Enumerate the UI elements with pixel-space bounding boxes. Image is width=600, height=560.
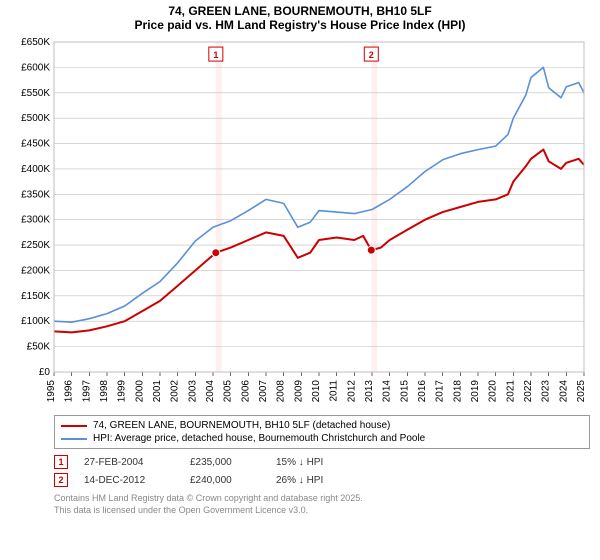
svg-text:£0: £0 xyxy=(39,367,51,378)
svg-text:£100K: £100K xyxy=(21,316,50,327)
svg-text:2006: 2006 xyxy=(240,380,251,403)
sale-marker-1 xyxy=(212,249,220,257)
legend-item: HPI: Average price, detached house, Bour… xyxy=(61,432,583,445)
legend-swatch xyxy=(61,438,87,440)
svg-text:£650K: £650K xyxy=(21,37,50,48)
title-line-1: 74, GREEN LANE, BOURNEMOUTH, BH10 5LF xyxy=(0,4,600,18)
svg-text:£350K: £350K xyxy=(21,189,50,200)
chart-title-block: 74, GREEN LANE, BOURNEMOUTH, BH10 5LF Pr… xyxy=(0,0,600,34)
svg-text:£550K: £550K xyxy=(21,88,50,99)
svg-text:£450K: £450K xyxy=(21,139,50,150)
legend-item: 74, GREEN LANE, BOURNEMOUTH, BH10 5LF (d… xyxy=(61,419,583,432)
svg-text:2: 2 xyxy=(369,50,374,60)
svg-text:£150K: £150K xyxy=(21,291,50,302)
svg-text:1998: 1998 xyxy=(99,380,110,403)
annotation-row: 2 14-DEC-2012 £240,000 26% ↓ HPI xyxy=(54,471,590,489)
legend-swatch xyxy=(61,425,87,427)
annotation-row: 1 27-FEB-2004 £235,000 15% ↓ HPI xyxy=(54,453,590,471)
svg-text:£200K: £200K xyxy=(21,265,50,276)
annotation-price: £235,000 xyxy=(190,457,260,468)
svg-text:2015: 2015 xyxy=(399,380,410,403)
svg-text:2018: 2018 xyxy=(452,380,463,403)
annotation-diff: 15% ↓ HPI xyxy=(276,457,356,468)
svg-text:2024: 2024 xyxy=(558,380,569,403)
svg-text:1: 1 xyxy=(213,50,218,60)
svg-text:2023: 2023 xyxy=(541,380,552,403)
svg-text:2012: 2012 xyxy=(346,380,357,403)
legend: 74, GREEN LANE, BOURNEMOUTH, BH10 5LF (d… xyxy=(54,415,590,449)
svg-text:2016: 2016 xyxy=(417,380,428,403)
svg-text:2002: 2002 xyxy=(170,380,181,403)
chart-container: £0 £50K £100K £150K £200K £250K £300K £350K £400… xyxy=(8,36,592,411)
svg-text:2000: 2000 xyxy=(134,380,145,403)
svg-text:2011: 2011 xyxy=(329,380,340,402)
sale-marker-2 xyxy=(367,246,375,254)
svg-text:1995: 1995 xyxy=(46,380,57,403)
svg-text:£50K: £50K xyxy=(27,342,51,353)
svg-text:£300K: £300K xyxy=(21,215,50,226)
svg-text:2010: 2010 xyxy=(311,380,322,403)
title-line-2: Price paid vs. HM Land Registry's House … xyxy=(0,18,600,32)
svg-text:2003: 2003 xyxy=(187,380,198,403)
svg-text:1997: 1997 xyxy=(81,380,92,403)
annotation-diff: 26% ↓ HPI xyxy=(276,475,356,486)
annotation-number: 1 xyxy=(54,455,68,469)
svg-text:£400K: £400K xyxy=(21,164,50,175)
annotation-date: 27-FEB-2004 xyxy=(84,457,174,468)
svg-text:1999: 1999 xyxy=(117,380,128,403)
annotation-number: 2 xyxy=(54,473,68,487)
attribution-text: Contains HM Land Registry data © Crown c… xyxy=(54,493,590,516)
svg-text:2005: 2005 xyxy=(223,380,234,403)
line-chart: £0 £50K £100K £150K £200K £250K £300K £350K £400… xyxy=(8,36,592,406)
svg-text:2021: 2021 xyxy=(505,380,516,403)
svg-text:2025: 2025 xyxy=(576,380,587,403)
svg-text:£250K: £250K xyxy=(21,240,50,251)
svg-text:2020: 2020 xyxy=(488,380,499,403)
svg-text:2004: 2004 xyxy=(205,380,216,403)
svg-text:£500K: £500K xyxy=(21,113,50,124)
svg-text:2007: 2007 xyxy=(258,380,269,403)
svg-text:2009: 2009 xyxy=(293,380,304,403)
annotation-date: 14-DEC-2012 xyxy=(84,475,174,486)
svg-text:£600K: £600K xyxy=(21,62,50,73)
svg-text:2014: 2014 xyxy=(382,380,393,403)
svg-text:2019: 2019 xyxy=(470,380,481,403)
legend-label: HPI: Average price, detached house, Bour… xyxy=(93,433,425,444)
annotation-table: 1 27-FEB-2004 £235,000 15% ↓ HPI 2 14-DEC-201… xyxy=(54,453,590,489)
attribution-line-2: This data is licensed under the Open Gov… xyxy=(54,505,590,517)
legend-label: 74, GREEN LANE, BOURNEMOUTH, BH10 5LF (d… xyxy=(93,420,390,431)
svg-text:2008: 2008 xyxy=(276,380,287,403)
svg-text:2017: 2017 xyxy=(435,380,446,403)
svg-text:2001: 2001 xyxy=(152,380,163,403)
annotation-price: £240,000 xyxy=(190,475,260,486)
svg-text:1996: 1996 xyxy=(64,380,75,403)
attribution-line-1: Contains HM Land Registry data © Crown c… xyxy=(54,493,590,505)
svg-text:2022: 2022 xyxy=(523,380,534,403)
svg-text:2013: 2013 xyxy=(364,380,375,403)
